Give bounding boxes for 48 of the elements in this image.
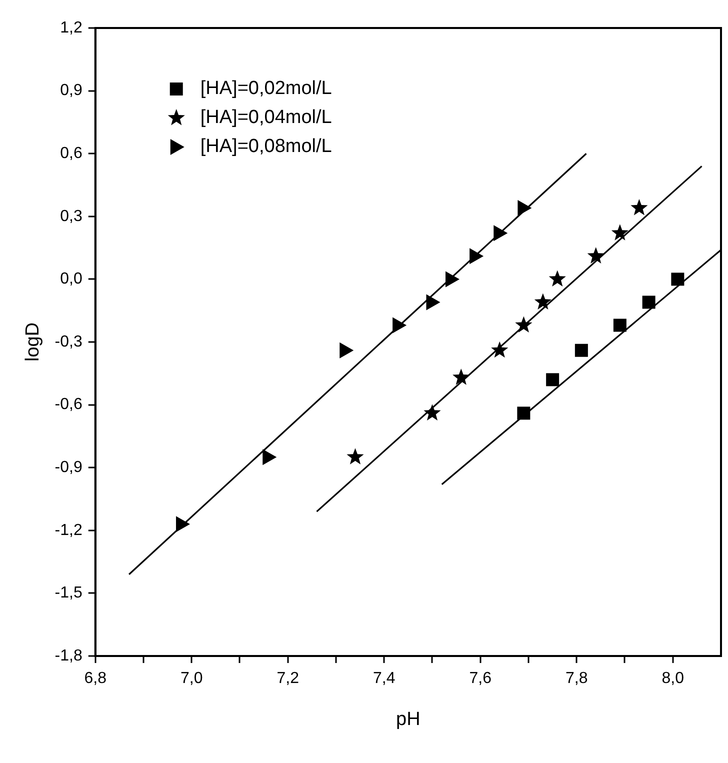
point: [517, 406, 530, 420]
point: [491, 341, 508, 358]
y-tick-label: 0,3: [60, 208, 82, 225]
point: [611, 224, 628, 240]
x-axis-title: pH: [396, 708, 420, 730]
point: [346, 448, 364, 464]
point: [546, 373, 560, 386]
y-tick-label: -1,8: [54, 647, 82, 664]
y-tick-label: 0,9: [60, 82, 82, 100]
x-tick-label: 7,8: [566, 670, 588, 688]
y-tick-label: -1,5: [54, 584, 82, 602]
y-axis-title: logD: [22, 322, 44, 362]
point: [574, 344, 588, 357]
y-tick-label: -1,2: [54, 522, 82, 539]
point: [534, 293, 552, 310]
y-tick-label: 0,0: [60, 270, 82, 288]
point: [452, 368, 470, 385]
x-tick-label: 7,0: [180, 670, 203, 688]
point: [340, 342, 354, 358]
legend-label: [HA]=0,02mol/L: [200, 78, 332, 100]
y-tick-label: -0,9: [54, 459, 82, 476]
y-tick-label: -0,6: [54, 396, 82, 414]
point: [515, 316, 532, 333]
x-tick-label: 8,0: [662, 670, 684, 688]
x-tick-label: 6,8: [84, 670, 107, 688]
point: [642, 296, 656, 309]
point: [587, 247, 604, 264]
point: [426, 294, 440, 310]
y-tick-label: 0,6: [60, 145, 82, 162]
point: [392, 317, 407, 334]
point: [494, 225, 508, 242]
x-tick-label: 7,6: [469, 670, 492, 688]
y-tick-label: 1,2: [60, 19, 82, 36]
legend-label: [HA]=0,08mol/L: [200, 136, 332, 158]
point: [262, 449, 277, 466]
point: [671, 272, 684, 286]
point: [424, 404, 441, 420]
point: [446, 271, 460, 288]
point: [630, 199, 648, 216]
point: [518, 200, 532, 216]
point: [613, 318, 626, 332]
point: [548, 270, 566, 286]
x-tick-label: 7,4: [372, 670, 396, 688]
point: [470, 248, 484, 264]
y-tick-label: -0,3: [54, 333, 82, 350]
x-tick-label: 7,2: [276, 670, 300, 688]
legend-label: [HA]=0,04mol/L: [200, 107, 332, 128]
point: [176, 516, 190, 532]
